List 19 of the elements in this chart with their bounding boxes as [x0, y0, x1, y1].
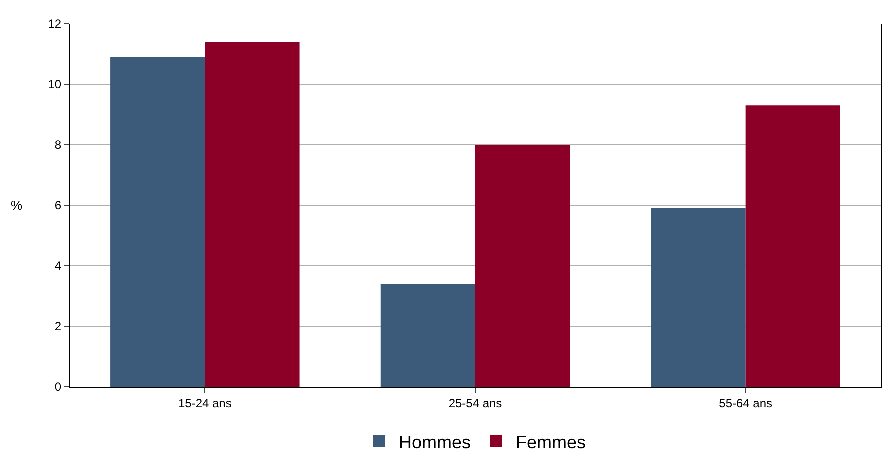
bar [476, 145, 570, 387]
bar [380, 284, 476, 387]
x-tick-label: 25-54 ans [448, 396, 502, 410]
y-tick-label: 10 [48, 78, 62, 92]
y-tick-label: 0 [54, 380, 62, 394]
y-tick-label: 8 [54, 138, 62, 152]
bar [651, 208, 746, 387]
legend-label: Hommes [399, 432, 472, 453]
y-tick-label: 12 [48, 17, 62, 32]
bar [746, 106, 840, 387]
bar [205, 42, 300, 387]
y-axis-title: % [11, 198, 23, 213]
y-tick-label: 6 [54, 198, 62, 213]
legend-label: Femmes [516, 432, 586, 453]
y-tick-label: 2 [54, 320, 62, 334]
bar [110, 57, 206, 387]
y-tick-label: 4 [54, 259, 62, 274]
x-tick-label: 15-24 ans [178, 396, 232, 410]
x-tick-label: 55-64 ans [719, 396, 773, 410]
